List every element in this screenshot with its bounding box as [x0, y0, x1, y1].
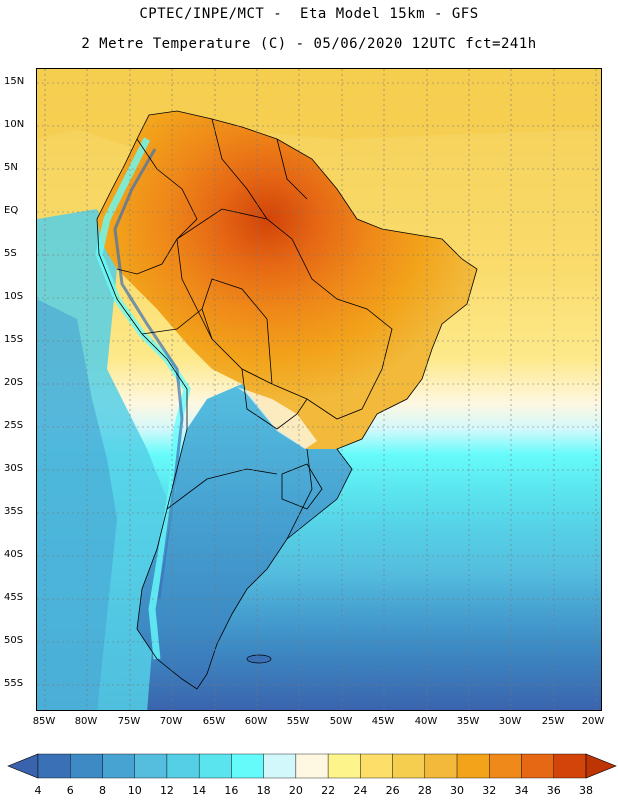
legend-swatch	[102, 753, 135, 779]
lon-label-25w: 25W	[541, 716, 565, 727]
lon-label-55w: 55W	[286, 716, 310, 727]
lat-label-5n: 5N	[4, 162, 18, 173]
temperature-map[interactable]	[36, 68, 602, 711]
legend-label: 34	[514, 784, 529, 797]
legend-label: 28	[417, 784, 432, 797]
legend-swatch	[392, 753, 426, 779]
legend-label: 32	[482, 784, 497, 797]
legend-label: 12	[159, 784, 174, 797]
lon-label-70w: 70W	[159, 716, 183, 727]
pacific-cold-region	[37, 299, 117, 710]
lat-label-eq: EQ	[4, 205, 19, 216]
map-canvas	[37, 69, 601, 710]
title-line-2: 2 Metre Temperature (C) - 05/06/2020 12U…	[81, 36, 537, 52]
lat-label-5s: 5S	[4, 248, 17, 259]
legend-label: 22	[321, 784, 336, 797]
legend-swatch	[263, 753, 297, 779]
legend-swatch	[166, 753, 200, 779]
continent-south-cold	[137, 384, 352, 689]
andes-peaks	[113, 148, 184, 600]
legend-arrow-left	[7, 753, 39, 779]
continent-north-hot	[97, 111, 477, 449]
legend-swatch	[231, 753, 264, 779]
lon-label-30w: 30W	[498, 716, 522, 727]
graticule	[37, 69, 601, 710]
lon-label-45w: 45W	[371, 716, 395, 727]
legend-swatch	[295, 753, 329, 779]
lon-label-75w: 75W	[117, 716, 141, 727]
legend-label: 14	[192, 784, 207, 797]
legend-swatch	[37, 753, 71, 779]
lon-label-20w: 20W	[581, 716, 605, 727]
legend-swatch	[360, 753, 393, 779]
legend-label: 26	[385, 784, 400, 797]
legend-swatches	[37, 753, 587, 779]
lat-label-10s: 10S	[4, 291, 24, 302]
lon-label-60w: 60W	[244, 716, 268, 727]
lat-label-45s: 45S	[4, 592, 24, 603]
legend-label: 24	[353, 784, 368, 797]
legend-label: 6	[66, 784, 74, 797]
lon-label-35w: 35W	[456, 716, 480, 727]
legend-label: 16	[224, 784, 239, 797]
legend-label: 18	[256, 784, 271, 797]
lat-label-15n: 15N	[4, 76, 25, 87]
legend-label: 4	[34, 784, 42, 797]
legend-swatch	[198, 753, 232, 779]
legend-swatch	[327, 753, 361, 779]
continent-transition	[237, 387, 317, 449]
lat-label-35s: 35S	[4, 506, 24, 517]
lat-label-30s: 30S	[4, 463, 24, 474]
legend-swatch	[521, 753, 554, 779]
lat-label-25s: 25S	[4, 420, 24, 431]
legend-swatch	[134, 753, 168, 779]
legend-swatch	[489, 753, 522, 779]
lat-label-40s: 40S	[4, 549, 24, 560]
legend-arrow-right	[585, 753, 617, 779]
lon-label-80w: 80W	[74, 716, 98, 727]
legend-label: 10	[127, 784, 142, 797]
legend-swatch	[424, 753, 458, 779]
lon-label-85w: 85W	[32, 716, 56, 727]
legend-swatch	[70, 753, 103, 779]
lat-label-55s: 55S	[4, 678, 24, 689]
title-line-1: CPTEC/INPE/MCT - Eta Model 15km - GFS	[139, 6, 479, 22]
lat-label-15s: 15S	[4, 334, 24, 345]
lon-label-50w: 50W	[329, 716, 353, 727]
country-boundaries	[96, 110, 478, 690]
falkland-islands	[246, 654, 272, 664]
legend-label: 36	[546, 784, 561, 797]
lon-label-40w: 40W	[414, 716, 438, 727]
lat-label-20s: 20S	[4, 377, 24, 388]
legend-label: 30	[450, 784, 465, 797]
color-legend	[7, 753, 617, 779]
legend-swatch	[456, 753, 490, 779]
lon-label-65w: 65W	[202, 716, 226, 727]
legend-label: 20	[288, 784, 303, 797]
lat-label-50s: 50S	[4, 635, 24, 646]
legend-swatch	[553, 753, 587, 779]
legend-label: 8	[98, 784, 106, 797]
legend-label: 38	[579, 784, 593, 797]
lat-label-10n: 10N	[4, 119, 25, 130]
